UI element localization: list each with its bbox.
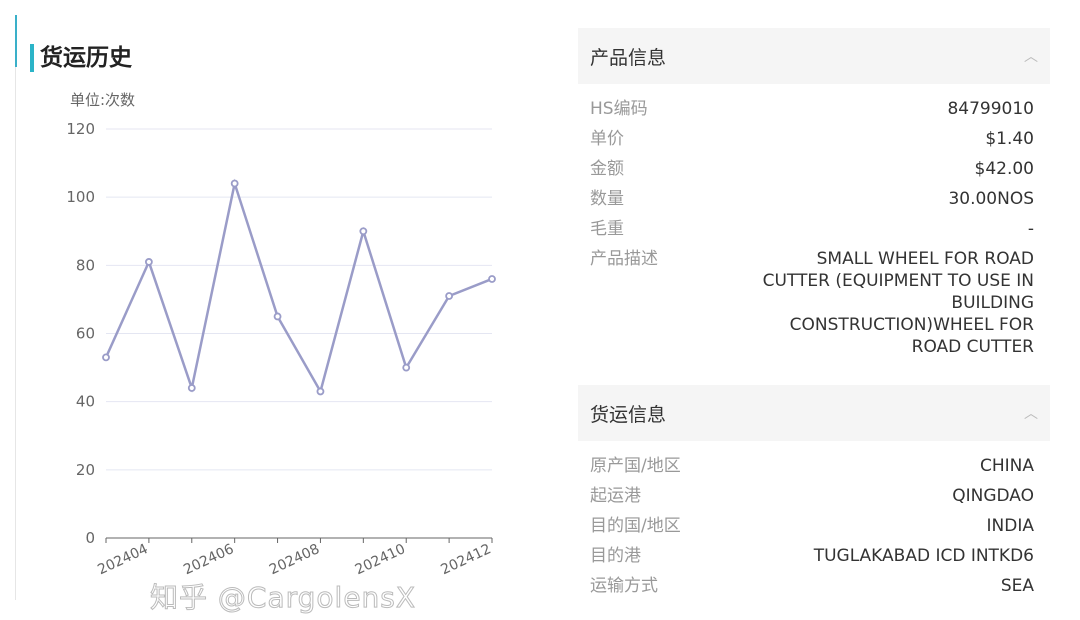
x-tick-label: 202408 <box>267 541 322 578</box>
y-tick-label: 40 <box>76 393 95 411</box>
info-label: 金额 <box>590 159 624 179</box>
product-info-title: 产品信息 <box>590 46 667 69</box>
shipping-info-header[interactable]: 货运信息 ︿ <box>578 385 1050 441</box>
data-point <box>230 179 239 188</box>
accent-line <box>15 15 17 67</box>
info-label: HS编码 <box>590 99 648 119</box>
info-label: 起运港 <box>590 486 641 506</box>
y-tick-label: 100 <box>66 188 95 206</box>
data-point <box>445 292 454 300</box>
y-tick-label: 60 <box>76 325 95 343</box>
info-row: 运输方式 SEA <box>578 575 1050 597</box>
x-tick-label: 202406 <box>181 541 236 578</box>
y-tick-label: 80 <box>76 256 95 274</box>
section-title: 货运历史 <box>30 44 132 72</box>
data-point <box>359 227 368 236</box>
shipping-info-title: 货运信息 <box>590 403 667 426</box>
info-value: CHINA <box>979 456 1034 476</box>
info-value: - <box>1027 219 1034 239</box>
y-tick-label: 120 <box>66 120 95 138</box>
x-tick-label: 202412 <box>438 541 493 578</box>
info-value: SMALL WHEEL FOR ROAD CUTTER (EQUIPMENT T… <box>762 249 1034 357</box>
info-label: 运输方式 <box>590 576 658 596</box>
chevron-up-icon[interactable]: ︿ <box>1024 406 1038 422</box>
data-point <box>102 353 110 362</box>
info-value: INDIA <box>986 516 1034 536</box>
data-point <box>273 312 282 321</box>
line-chart: 0 20 40 60 80 100 120 202404 202406 202408 202410 2… <box>66 120 496 578</box>
info-label: 单价 <box>590 129 624 149</box>
info-value: 84799010 <box>947 99 1034 119</box>
data-point <box>187 384 196 392</box>
series-line <box>104 178 493 395</box>
data-point <box>316 387 325 396</box>
product-info-header[interactable]: 产品信息 ︿ <box>578 28 1050 84</box>
info-row: 数量 30.00NOS <box>578 188 1050 210</box>
info-row: 起运港 QINGDAO <box>578 485 1050 507</box>
info-value: SEA <box>1000 576 1034 596</box>
y-tick-label: 20 <box>76 461 95 479</box>
info-value: $42.00 <box>974 159 1034 179</box>
info-label: 原产国/地区 <box>590 456 681 476</box>
info-label: 数量 <box>590 189 624 209</box>
data-point <box>488 275 496 283</box>
info-row: 单价 $1.40 <box>578 128 1050 150</box>
info-row: 目的港 TUGLAKABAD ICD INTKD6 <box>578 545 1050 567</box>
x-tick-label: 202410 <box>353 541 408 578</box>
x-tick-label: 202404 <box>95 541 150 578</box>
info-row: 产品描述 SMALL WHEEL FOR ROAD CUTTER (EQUIPME… <box>578 248 1050 358</box>
unit-label: 单位:次数 <box>70 91 136 109</box>
info-value: 30.00NOS <box>948 189 1034 209</box>
shipping-info-panel: 货运信息 ︿ 原产国/地区 CHINA 起运港 QINGDAO 目的国/地区 INDIA 目的… <box>578 385 1050 597</box>
data-point <box>144 258 153 266</box>
info-value: TUGLAKABAD ICD INTKD6 <box>813 546 1034 566</box>
info-value: QINGDAO <box>952 486 1034 506</box>
watermark: 知乎 @CargolensX <box>149 581 417 614</box>
info-label: 毛重 <box>590 219 624 239</box>
info-row: 毛重 - <box>578 218 1050 240</box>
info-row: HS编码 84799010 <box>578 98 1050 120</box>
y-tick-label: 0 <box>85 529 95 547</box>
info-label: 目的国/地区 <box>590 516 681 536</box>
info-row: 目的国/地区 INDIA <box>578 515 1050 537</box>
product-info-panel: 产品信息 ︿ HS编码 84799010 单价 $1.40 金额 $42.00 数量 30.00… <box>578 28 1050 358</box>
divider <box>15 15 16 600</box>
data-point <box>402 363 411 372</box>
info-label: 产品描述 <box>590 249 658 269</box>
info-row: 原产国/地区 CHINA <box>578 455 1050 477</box>
info-value: $1.40 <box>985 129 1034 149</box>
info-row: 金额 $42.00 <box>578 158 1050 180</box>
chevron-up-icon[interactable]: ︿ <box>1024 49 1038 65</box>
info-label: 目的港 <box>590 546 641 566</box>
